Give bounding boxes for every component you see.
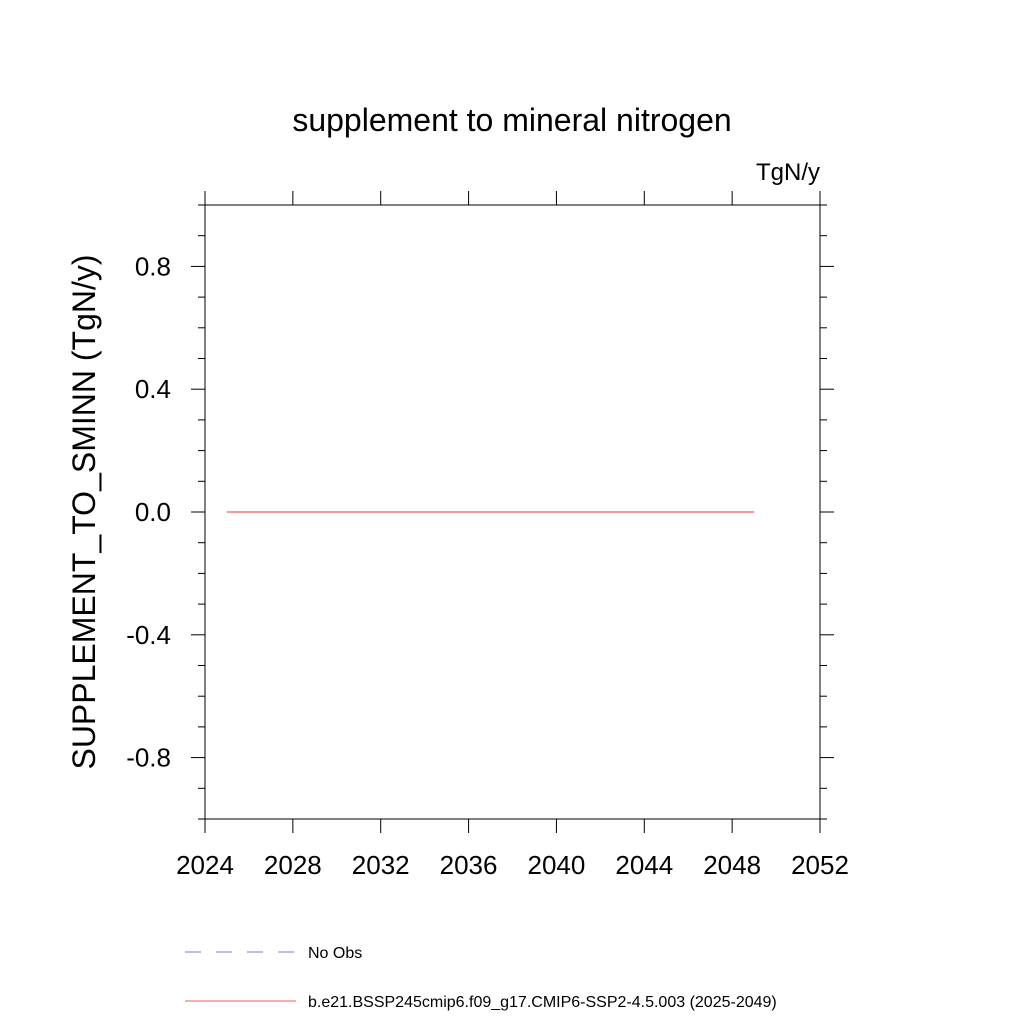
chart-title: supplement to mineral nitrogen [292,102,731,138]
legend-label: No Obs [308,945,362,962]
x-tick-label: 2024 [176,850,234,880]
legend-label: b.e21.BSSP245cmip6.f09_g17.CMIP6-SSP2-4.… [308,994,777,1011]
y-tick-label: -0.4 [126,620,171,650]
y-tick-label: -0.8 [126,743,171,773]
y-axis-label: SUPPLEMENT_TO_SMINN (TgN/y) [66,254,102,769]
y-tick-label: 0.8 [135,251,171,281]
axis-ticks [191,191,834,833]
units-label: TgN/y [756,159,820,186]
x-tick-label: 2052 [791,850,849,880]
x-tick-label: 2044 [615,850,673,880]
x-tick-label: 2040 [528,850,586,880]
x-tick-label: 2036 [440,850,498,880]
x-tick-label: 2032 [352,850,410,880]
x-tick-label: 2048 [703,850,761,880]
axis-tick-labels: 2024 2028 2032 2036 2040 2044 2048 2052 -0.8 -0.4… [126,251,849,880]
legend: No Obs b.e21.BSSP245cmip6.f09_g17.CMIP6-S… [185,945,777,1011]
y-tick-label: 0.4 [135,374,171,404]
y-tick-label: 0.0 [135,497,171,527]
x-tick-label: 2028 [264,850,322,880]
